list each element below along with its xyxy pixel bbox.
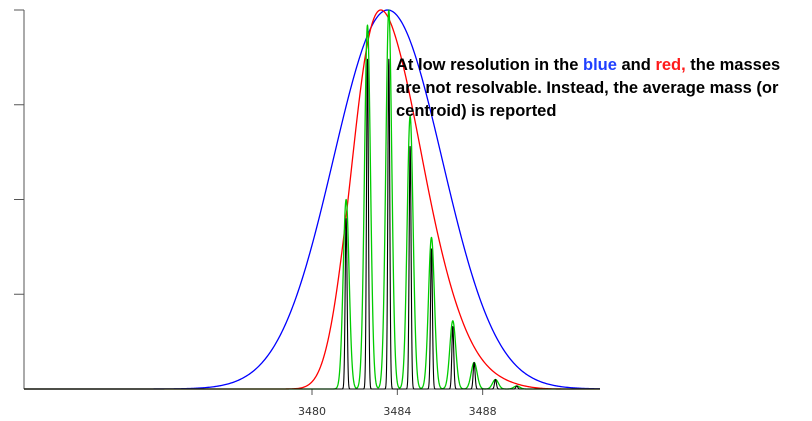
x-tick-label-0: 3480 [298,405,326,418]
tick-labels: 3480 3484 3488 [298,405,497,418]
annotation-red-word: red, [655,56,686,74]
annotation-prefix: At low resolution in the [396,56,583,74]
annotation-blue-word: blue [583,56,617,74]
annotation-middle: and [616,56,656,74]
x-tick-label-1: 3484 [383,405,411,418]
annotation-suffix: the masses are not resolvable. Instead, … [396,56,781,120]
series-layer [23,9,601,390]
annotation-text: At low resolution in the blue and red, t… [396,54,806,123]
series-line-3 [23,58,601,390]
x-tick-label-2: 3488 [469,405,497,418]
